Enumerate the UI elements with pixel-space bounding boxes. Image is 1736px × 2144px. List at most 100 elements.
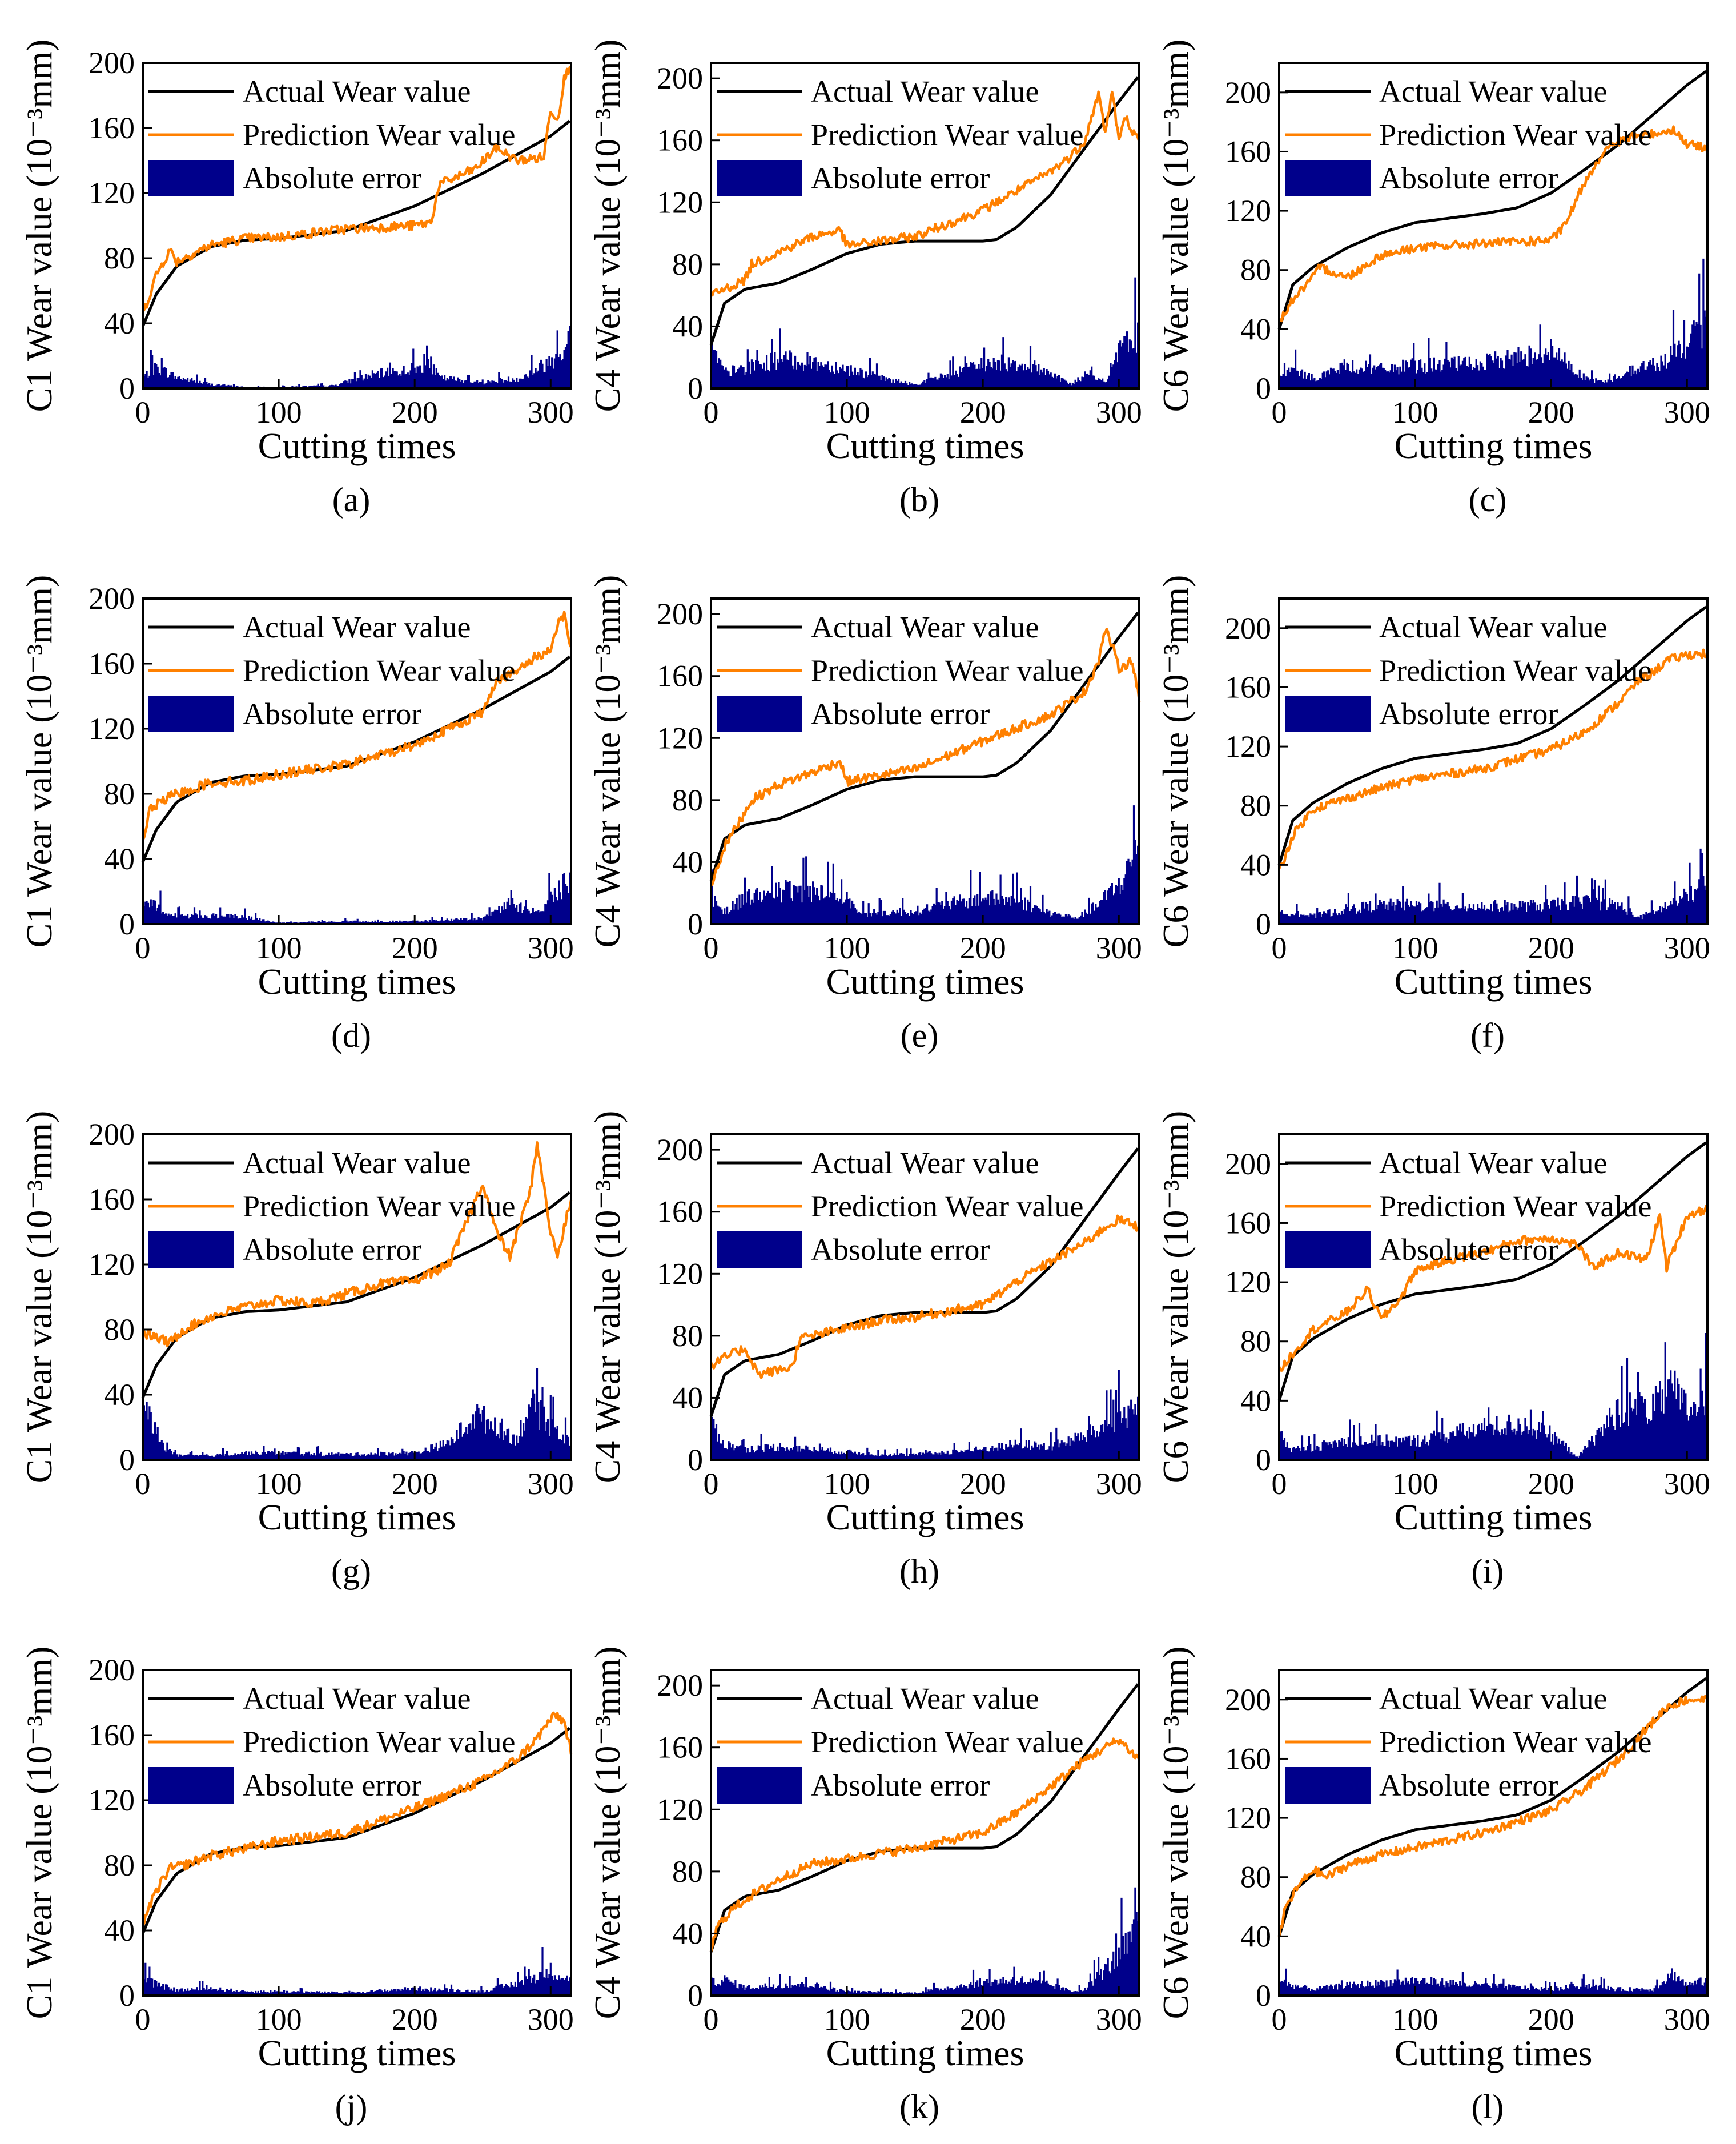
prediction-wear-line <box>710 90 1141 297</box>
absolute-error-bars <box>710 277 1140 388</box>
x-axis-title: Cutting times <box>826 425 1024 466</box>
legend-prediction-label: Prediction Wear value <box>243 653 515 688</box>
legend-actual-label: Actual Wear value <box>811 610 1039 644</box>
y-tick-label: 200 <box>1225 75 1271 110</box>
legend-actual-label: Actual Wear value <box>243 1681 471 1716</box>
prediction-wear-line <box>1277 1205 1709 1372</box>
legend-actual-label: Actual Wear value <box>811 74 1039 109</box>
absolute-error-series <box>710 1358 1140 1460</box>
actual-wear-line <box>1277 1141 1707 1402</box>
y-tick-label: 200 <box>657 1668 703 1703</box>
y-tick-label: 80 <box>672 783 703 817</box>
y-tick-label: 200 <box>1225 1147 1271 1181</box>
y-axis-title: C6 Wear value (10⁻³mm) <box>1155 1647 1196 2019</box>
y-axis-title: C6 Wear value (10⁻³mm) <box>1155 39 1196 412</box>
prediction-wear-line <box>141 611 573 841</box>
y-tick-label: 0 <box>688 907 703 941</box>
legend-error-label: Absolute error <box>811 697 990 731</box>
y-tick-label: 200 <box>657 1133 703 1167</box>
x-tick-label: 100 <box>256 2002 302 2037</box>
y-tick-label: 200 <box>89 1653 135 1687</box>
x-tick-label: 200 <box>1528 395 1574 429</box>
y-tick-label: 160 <box>657 659 703 693</box>
legend-error-label: Absolute error <box>1379 1232 1558 1267</box>
absolute-error-bars <box>142 326 572 388</box>
x-tick-label: 300 <box>1664 931 1710 965</box>
x-tick-label: 200 <box>392 395 438 429</box>
plot-frame <box>710 62 1140 390</box>
legend-error-swatch <box>717 1767 802 1804</box>
legend-prediction-label: Prediction Wear value <box>1379 653 1651 688</box>
plot-frame <box>142 597 572 925</box>
absolute-error-series <box>710 1887 1140 1996</box>
actual-wear-line <box>709 76 1139 346</box>
x-tick-label: 0 <box>135 2002 151 2037</box>
legend-actual-label: Actual Wear value <box>243 610 471 644</box>
y-tick-label: 120 <box>657 185 703 219</box>
panel-caption: (i) <box>1472 1552 1504 1590</box>
x-tick-label: 300 <box>528 1467 574 1501</box>
y-tick-label: 200 <box>89 46 135 80</box>
legend-error-label: Absolute error <box>1379 161 1558 195</box>
legend-prediction-label: Prediction Wear value <box>811 653 1083 688</box>
panel-caption: (l) <box>1472 2088 1504 2126</box>
y-tick-label: 0 <box>1256 371 1271 405</box>
prediction-wear-line <box>1277 648 1709 870</box>
x-tick-label: 300 <box>1664 2002 1710 2037</box>
plot-frame <box>1278 1669 1709 1997</box>
y-tick-label: 120 <box>1225 194 1271 228</box>
legend-error-swatch <box>1285 160 1371 196</box>
panel-caption: (c) <box>1469 481 1507 519</box>
y-tick-label: 160 <box>89 111 135 145</box>
prediction-wear-line <box>710 1214 1140 1379</box>
prediction-wear-line <box>710 628 1141 887</box>
y-tick-label: 160 <box>89 647 135 681</box>
y-axis-title: C4 Wear value (10⁻³mm) <box>587 39 628 412</box>
legend-error-label: Absolute error <box>243 161 421 195</box>
y-tick-label: 80 <box>672 247 703 282</box>
y-tick-label: 0 <box>119 907 135 941</box>
absolute-error-bars <box>710 1358 1140 1460</box>
absolute-error-series <box>710 277 1140 388</box>
x-tick-label: 100 <box>1392 931 1438 965</box>
absolute-error-series <box>142 872 572 924</box>
y-axis-title: C4 Wear value (10⁻³mm) <box>587 1111 628 1484</box>
legend-error-label: Absolute error <box>243 1232 421 1267</box>
legend-error-swatch <box>717 1231 802 1268</box>
panel-caption: (g) <box>331 1552 371 1590</box>
legend-error-swatch <box>1285 1231 1371 1268</box>
panel-caption: (k) <box>899 2088 939 2126</box>
x-tick-label: 200 <box>960 931 1006 965</box>
y-tick-label: 160 <box>1225 1741 1271 1776</box>
absolute-error-bars <box>142 872 572 924</box>
x-tick-label: 0 <box>704 1467 719 1501</box>
x-axis-title: Cutting times <box>258 1497 456 1537</box>
y-tick-label: 80 <box>104 1848 135 1882</box>
absolute-error-bars <box>710 1887 1140 1996</box>
legend-error-label: Absolute error <box>811 1232 990 1267</box>
y-tick-label: 80 <box>672 1854 703 1889</box>
y-tick-label: 40 <box>104 842 135 876</box>
absolute-error-bars <box>1278 848 1709 924</box>
x-axis-title: Cutting times <box>258 2033 456 2073</box>
y-tick-label: 80 <box>104 777 135 811</box>
x-tick-label: 200 <box>960 1467 1006 1501</box>
y-tick-label: 160 <box>657 123 703 158</box>
y-tick-label: 120 <box>1225 1801 1271 1835</box>
y-tick-label: 160 <box>1225 134 1271 168</box>
y-tick-label: 40 <box>672 309 703 343</box>
plot-frame <box>1278 1133 1709 1461</box>
legend-actual-label: Actual Wear value <box>1379 610 1607 644</box>
actual-wear-line <box>1277 70 1707 330</box>
absolute-error-series <box>710 805 1140 924</box>
prediction-wear-line <box>1278 125 1709 323</box>
x-tick-label: 100 <box>1392 395 1438 429</box>
y-tick-label: 160 <box>89 1718 135 1752</box>
y-tick-label: 40 <box>1240 1919 1271 1953</box>
x-tick-label: 300 <box>1096 2002 1142 2037</box>
